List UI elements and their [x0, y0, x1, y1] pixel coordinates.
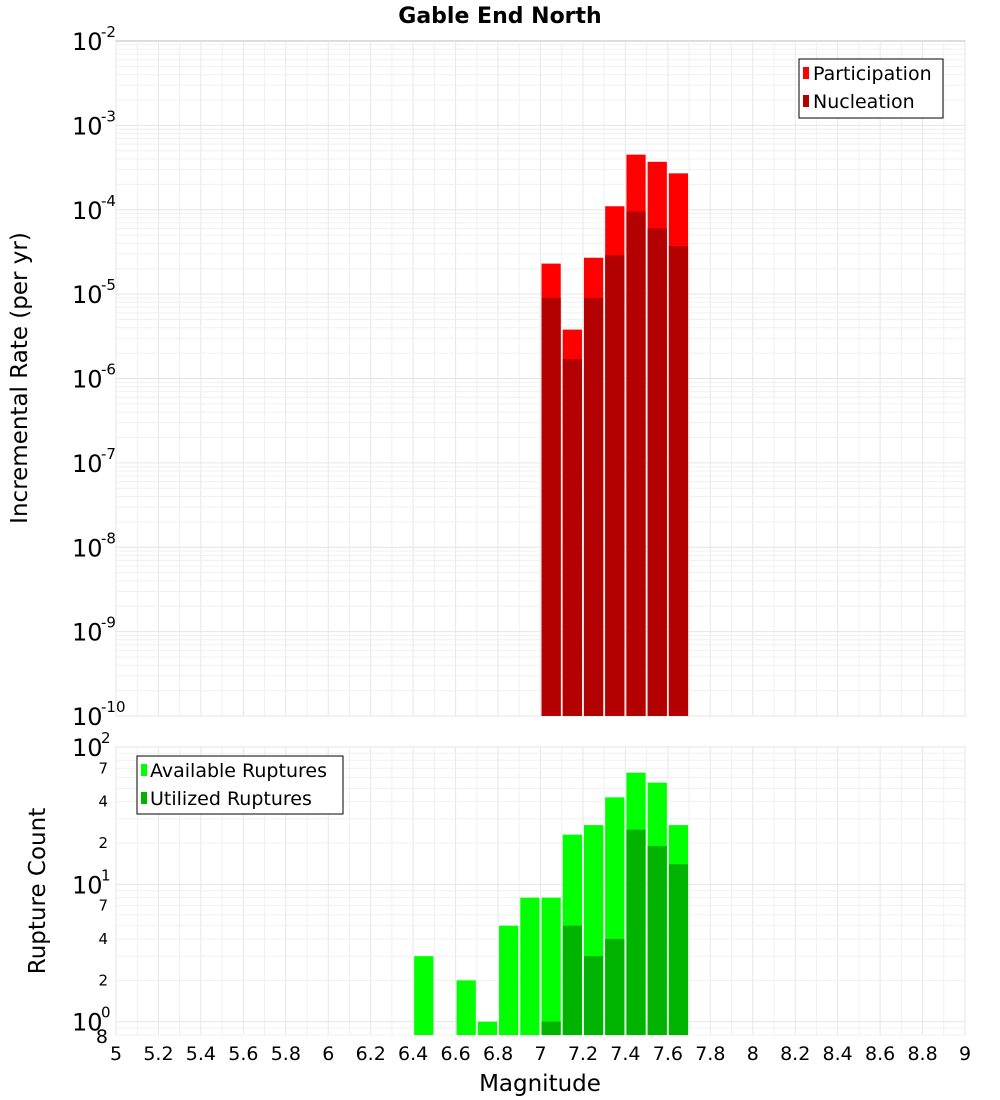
- count-y-tick-exponent: 2: [101, 729, 111, 747]
- bar-available-ruptures: [456, 980, 476, 1035]
- bar-available-ruptures: [541, 897, 561, 1035]
- bar-available-ruptures: [499, 925, 519, 1035]
- bar-utilized-ruptures: [668, 864, 689, 1035]
- count-y-minor-tick-label: 7: [98, 897, 108, 915]
- bar-nucleation: [668, 246, 689, 716]
- x-tick-label: 7.2: [568, 1043, 598, 1065]
- x-tick-label: 7.4: [610, 1043, 640, 1065]
- rate-legend: Participation Nucleation: [798, 58, 944, 119]
- bar-utilized-ruptures: [583, 956, 604, 1035]
- count-y-tick-base: 10: [72, 1009, 103, 1037]
- legend-label-available-ruptures: Available Ruptures: [150, 760, 327, 782]
- x-tick-label: 8: [747, 1043, 759, 1065]
- rate-y-tick-base: 10: [72, 450, 103, 478]
- x-tick-label: 5: [110, 1043, 122, 1065]
- bar-available-ruptures: [414, 956, 434, 1035]
- rate-y-tick-base: 10: [72, 28, 103, 56]
- legend-swatch-participation: [803, 67, 809, 79]
- bar-nucleation: [562, 359, 582, 716]
- legend-label-participation: Participation: [813, 63, 932, 85]
- rate-y-tick-base: 10: [72, 366, 103, 394]
- x-tick-label: 5.6: [228, 1043, 258, 1065]
- count-y-minor-tick-label: 2: [98, 971, 108, 989]
- rate-y-tick-base: 10: [72, 619, 103, 647]
- bar-nucleation: [605, 255, 625, 716]
- bar-utilized-ruptures: [605, 939, 625, 1035]
- rate-y-axis-label: Incremental Rate (per yr): [7, 232, 33, 524]
- count-legend: Available Ruptures Utilized Ruptures: [136, 755, 344, 815]
- x-tick-label: 6: [322, 1043, 334, 1065]
- rate-y-tick-exponent: -10: [101, 698, 126, 716]
- rate-y-tick-base: 10: [72, 281, 103, 309]
- legend-label-nucleation: Nucleation: [813, 91, 915, 113]
- legend-label-utilized-ruptures: Utilized Ruptures: [150, 788, 312, 810]
- rate-y-tick-exponent: -3: [101, 107, 116, 125]
- bar-nucleation: [647, 228, 667, 716]
- bar-available-ruptures: [477, 1021, 498, 1035]
- rate-y-tick-exponent: -4: [101, 192, 116, 210]
- legend-swatch-available-ruptures: [141, 764, 147, 776]
- x-tick-label: 7.6: [653, 1043, 683, 1065]
- bar-nucleation: [583, 297, 604, 716]
- rate-gridlines: [115, 41, 966, 717]
- legend-swatch-nucleation: [803, 95, 809, 107]
- rate-y-tick-exponent: -6: [101, 361, 116, 379]
- x-tick-label: 6.4: [398, 1043, 428, 1065]
- bar-nucleation: [626, 211, 646, 716]
- bar-utilized-ruptures: [562, 925, 582, 1035]
- x-axis-label: Magnitude: [479, 1071, 601, 1097]
- x-tick-label: 8.4: [823, 1043, 853, 1065]
- bar-utilized-ruptures: [626, 829, 646, 1035]
- count-y-minor-tick-label: 7: [98, 759, 108, 777]
- rate-y-tick-exponent: -2: [101, 23, 116, 41]
- rate-y-tick-base: 10: [72, 534, 103, 562]
- x-tick-label: 8.6: [865, 1043, 895, 1065]
- x-tick-label: 6.2: [356, 1043, 386, 1065]
- legend-swatch-utilized-ruptures: [141, 792, 147, 804]
- chart-title: Gable End North: [398, 4, 601, 29]
- count-legend-box: [136, 755, 344, 815]
- rate-y-tick-base: 10: [72, 112, 103, 140]
- bar-utilized-ruptures: [541, 1021, 561, 1035]
- x-tick-label: 7: [534, 1043, 546, 1065]
- count-y-axis-label: Rupture Count: [25, 808, 51, 974]
- count-y-minor-tick-label: 8: [96, 1026, 108, 1048]
- count-y-tick-base: 10: [72, 734, 103, 762]
- rate-y-tick-exponent: -7: [101, 445, 116, 463]
- rate-y-tick-exponent: -5: [101, 276, 116, 294]
- x-tick-label: 8.8: [907, 1043, 937, 1065]
- x-tick-label: 5.2: [143, 1043, 173, 1065]
- x-tick-label: 7.8: [695, 1043, 725, 1065]
- rate-y-tick-base: 10: [72, 197, 103, 225]
- x-tick-labels: 5 5.2 5.4 5.6 5.8 6 6.2 6.4 6.6 6.8 7 7.2 7.4 7.6 7.8 8…: [110, 1043, 971, 1065]
- count-y-tick-base: 10: [72, 871, 103, 899]
- x-tick-label: 9: [959, 1043, 971, 1065]
- count-y-tick-exponent: 0: [101, 1004, 111, 1022]
- bar-utilized-ruptures: [647, 846, 667, 1035]
- count-y-tick-exponent: 1: [101, 866, 111, 884]
- x-tick-label: 8.2: [780, 1043, 810, 1065]
- count-y-minor-tick-label: 4: [98, 793, 108, 811]
- x-tick-label: 6.8: [483, 1043, 513, 1065]
- bar-available-ruptures: [520, 897, 540, 1035]
- rate-legend-box: [798, 58, 944, 119]
- x-tick-label: 6.6: [440, 1043, 470, 1065]
- rate-y-tick-base: 10: [72, 703, 103, 731]
- count-bars: [414, 772, 689, 1035]
- rate-y-tick-exponent: -8: [101, 529, 116, 547]
- rate-y-tick-exponent: -9: [101, 614, 116, 632]
- x-tick-label: 5.4: [186, 1043, 216, 1065]
- rate-bars: [541, 154, 689, 716]
- count-y-minor-tick-label: 4: [98, 930, 108, 948]
- bar-nucleation: [541, 297, 561, 716]
- x-tick-label: 5.8: [271, 1043, 301, 1065]
- count-y-minor-tick-label: 2: [98, 834, 108, 852]
